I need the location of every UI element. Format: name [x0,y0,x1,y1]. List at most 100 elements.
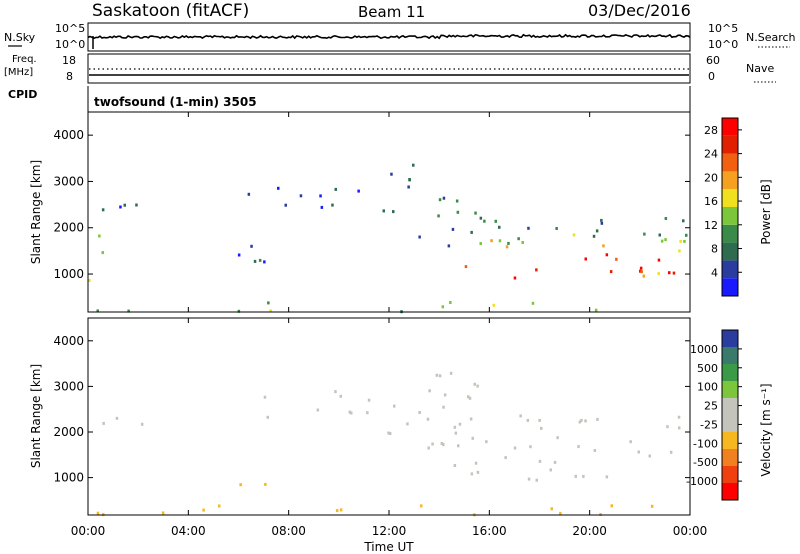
colorbar-cell [722,415,738,432]
xtick-label: 12:00 [372,524,407,538]
power-cell [455,199,459,203]
colorbar-tick-label: 16 [704,195,718,208]
velocity-cell [529,445,532,449]
power-cell [441,305,445,309]
power-cell [479,242,482,245]
colorbar-frame [721,117,739,297]
power-cell [237,253,241,257]
velocity-cell [239,483,242,487]
velocity-cell [418,411,421,414]
velocity-cell [428,389,431,393]
velocity-colorbar: 1000 500 100 25 -25 -100 -500 -1000 [686,329,742,501]
colorbar-tick-label: 25 [704,400,718,413]
power-cell [664,238,667,242]
velocity-cell [96,511,100,515]
power-cell [418,235,421,239]
velocity-cell [538,418,541,422]
power-cell [640,270,643,274]
velocity-cell [471,436,474,440]
velocity-cell [610,504,613,508]
power-cell [237,309,241,313]
colorbar-cell [722,398,738,415]
power-cell [584,257,587,261]
power-cell [672,271,676,275]
power-cell [135,203,138,207]
power-cell [123,203,126,207]
velocity-cell [470,472,474,476]
power-cell [683,239,686,243]
power-cell [492,303,496,307]
power-cell [594,308,598,312]
velocity-cell [449,371,453,375]
velocity-cell [648,454,651,458]
velocity-cell [115,416,119,420]
velocity-cell [454,431,458,435]
velocity-cell [637,450,640,454]
velocity-cell [263,395,267,399]
power-cell [412,163,415,167]
ytick-label: 4000 [53,334,84,348]
power-cell [474,211,477,215]
power-cell [658,233,661,237]
velocity-cell [453,464,457,467]
power-cell [657,258,661,262]
power-cell [331,203,334,207]
power-cell [592,234,596,238]
power-cell [479,216,483,220]
ytick-label: 1000 [53,267,84,281]
power-cell [88,278,91,282]
xtick-label: 00:00 [673,524,708,538]
velocity-cell [316,408,320,412]
freq-right-label: Nave [746,62,774,75]
velocity-cell [335,509,339,513]
ytick-label: 2000 [53,425,84,439]
power-colorbar-label: Power [dB] [759,179,773,244]
velocity-cell [443,393,447,397]
velocity-cell [442,405,445,409]
velocity-cell [202,508,205,512]
colorbar-tick-label: 20 [704,171,718,184]
velocity-cell [582,474,585,478]
velocity-cell [504,456,507,460]
power-cell [449,301,452,304]
noise-right-tick-top: 10^5 [708,22,738,35]
colorbar-tick-label: -1000 [686,475,718,488]
power-cell [483,219,486,223]
colorbar-cell [722,171,738,190]
power-cell [464,265,468,269]
colorbar-tick-label: 8 [711,243,718,256]
velocity-cell [348,410,351,414]
velocity-cell [669,450,673,454]
freq-right-tick-top: 60 [706,54,720,67]
colorbar-tick-label: 100 [697,381,718,394]
colorbar-cell [722,118,738,136]
velocity-cell [549,468,552,472]
velocity-ylabel: Slant Range [km] [29,364,43,468]
velocity-cell [605,475,609,479]
power-cell [517,237,520,241]
velocity-cell [527,477,531,481]
velocity-cell [161,511,165,515]
colorbar-cell [722,207,738,225]
velocity-cell [457,444,460,448]
power-cell [657,272,660,276]
velocity-cell [519,414,522,418]
power-cell [267,301,270,305]
velocity-cell [677,415,681,419]
velocity-cell [629,440,632,444]
velocity-cell [469,417,473,421]
ytick-label: 4000 [53,128,84,142]
colorbar-cell [722,381,738,398]
velocity-cell [578,420,582,424]
colorbar-cell [722,278,738,296]
velocity-cell [678,426,681,430]
velocity-cell [266,415,269,419]
colorbar-tick-label: -500 [693,456,718,469]
power-cell [408,178,411,182]
velocity-cell [339,508,343,512]
velocity-cell [473,382,476,386]
colorbar-cell [722,347,738,364]
colorbar-cell [722,483,738,500]
power-cell [258,258,262,262]
power-cell [451,227,455,231]
